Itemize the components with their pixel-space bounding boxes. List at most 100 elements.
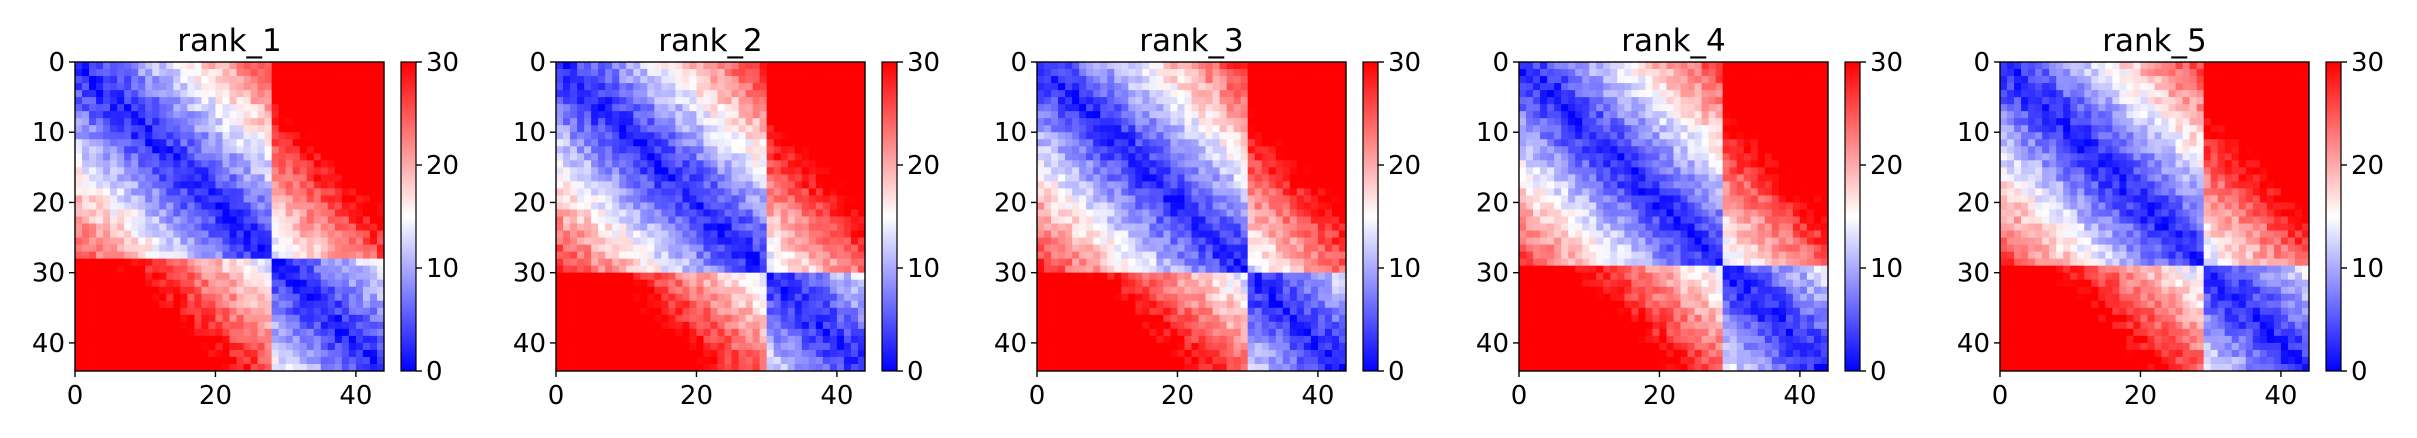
heatmap-cell [598, 265, 606, 274]
heatmap-cell [598, 272, 606, 281]
heatmap-cell [1114, 76, 1122, 84]
heatmap-cell [1086, 202, 1094, 210]
heatmap-cell [577, 349, 585, 358]
heatmap-cell [145, 97, 153, 105]
heatmap-cell [306, 125, 315, 133]
heatmap-cell [187, 321, 195, 330]
heatmap-cell [110, 363, 118, 372]
heatmap-cell [320, 104, 329, 112]
heatmap-cell [661, 181, 669, 189]
heatmap-cell [1156, 62, 1164, 70]
heatmap-cell [1303, 83, 1312, 91]
heatmap-cell [1247, 174, 1256, 182]
heatmap-cell [605, 111, 613, 119]
heatmap-cell [801, 97, 810, 105]
heatmap-cell [759, 62, 768, 70]
heatmap-cell [271, 300, 280, 309]
heatmap-cell [103, 104, 111, 112]
heatmap-cell [1324, 97, 1333, 105]
heatmap-cell [766, 265, 775, 274]
heatmap-cell [815, 300, 824, 309]
heatmap-cell [619, 216, 627, 224]
heatmap-cell [1170, 216, 1178, 224]
heatmap-cell [710, 307, 718, 316]
heatmap-cell [187, 76, 195, 84]
heatmap-cell [612, 146, 620, 154]
heatmap-cell [292, 62, 301, 70]
heatmap-cell [278, 125, 287, 133]
heatmap-cell [264, 76, 273, 84]
heatmap-cell [703, 363, 711, 372]
heatmap-cell [1107, 97, 1115, 105]
heatmap-cell [591, 62, 599, 70]
heatmap-cell [640, 314, 648, 323]
heatmap-cell [759, 188, 768, 196]
heatmap-cell [292, 300, 301, 309]
heatmap-cell [717, 223, 725, 231]
heatmap-cell [1331, 90, 1340, 98]
heatmap-cell [780, 97, 789, 105]
heatmap-cell [355, 342, 364, 351]
heatmap-cell [668, 223, 676, 231]
heatmap-cell [348, 111, 357, 119]
heatmap-cell [605, 342, 613, 351]
heatmap-cell [668, 202, 676, 210]
heatmap-cell [285, 258, 294, 267]
heatmap-cell [1254, 202, 1263, 210]
heatmap-cell [682, 328, 690, 337]
heatmap-cell [696, 223, 704, 231]
heatmap-cell [640, 286, 648, 295]
heatmap-cell [271, 132, 280, 140]
heatmap-cell [731, 153, 739, 161]
heatmap-cell [801, 167, 810, 175]
heatmap-cell [299, 125, 308, 133]
heatmap-cell [75, 160, 83, 168]
heatmap-cell [1310, 97, 1319, 105]
heatmap-cell [703, 321, 711, 330]
heatmap-cell [850, 90, 859, 98]
heatmap-cell [759, 342, 768, 351]
heatmap-cell [306, 314, 315, 323]
heatmap-cell [766, 223, 775, 231]
heatmap-cell [166, 153, 174, 161]
heatmap-cell [138, 181, 146, 189]
heatmap-cell [292, 244, 301, 253]
heatmap-cell [369, 237, 378, 245]
heatmap-cell [1296, 104, 1305, 112]
heatmap-cell [738, 321, 747, 330]
heatmap-cell [201, 125, 209, 133]
heatmap-cell [1198, 111, 1206, 119]
colorbar-tick-label: 20 [907, 151, 940, 181]
heatmap-cell [1177, 153, 1185, 161]
heatmap-cell [780, 195, 789, 203]
heatmap-cell [208, 335, 216, 344]
heatmap-cell [1296, 97, 1305, 105]
heatmap-cell [369, 90, 378, 98]
heatmap-cell [829, 279, 838, 288]
heatmap-cell [362, 293, 371, 302]
heatmap-cell [96, 314, 104, 323]
heatmap-cell [843, 244, 852, 253]
heatmap-cell [829, 76, 838, 84]
heatmap-cell [780, 167, 789, 175]
heatmap-cell [801, 153, 810, 161]
heatmap-cell [355, 223, 364, 231]
heatmap-cell [661, 363, 669, 372]
heatmap-cell [1282, 97, 1291, 105]
heatmap-cell [773, 181, 782, 189]
heatmap-cell [1296, 223, 1305, 231]
heatmap-cell [612, 167, 620, 175]
heatmap-cell [654, 90, 662, 98]
heatmap-cell [166, 83, 174, 91]
heatmap-cell [1142, 153, 1150, 161]
heatmap-cell [836, 237, 845, 245]
heatmap-cell [682, 174, 690, 182]
heatmap-cell [376, 272, 385, 281]
heatmap-cell [1212, 97, 1220, 105]
heatmap-cell [103, 265, 111, 274]
heatmap-cell [1212, 160, 1220, 168]
heatmap-cell [229, 132, 237, 140]
heatmap-cell [563, 62, 571, 70]
heatmap-cell [208, 363, 216, 372]
heatmap-cell [773, 146, 782, 154]
